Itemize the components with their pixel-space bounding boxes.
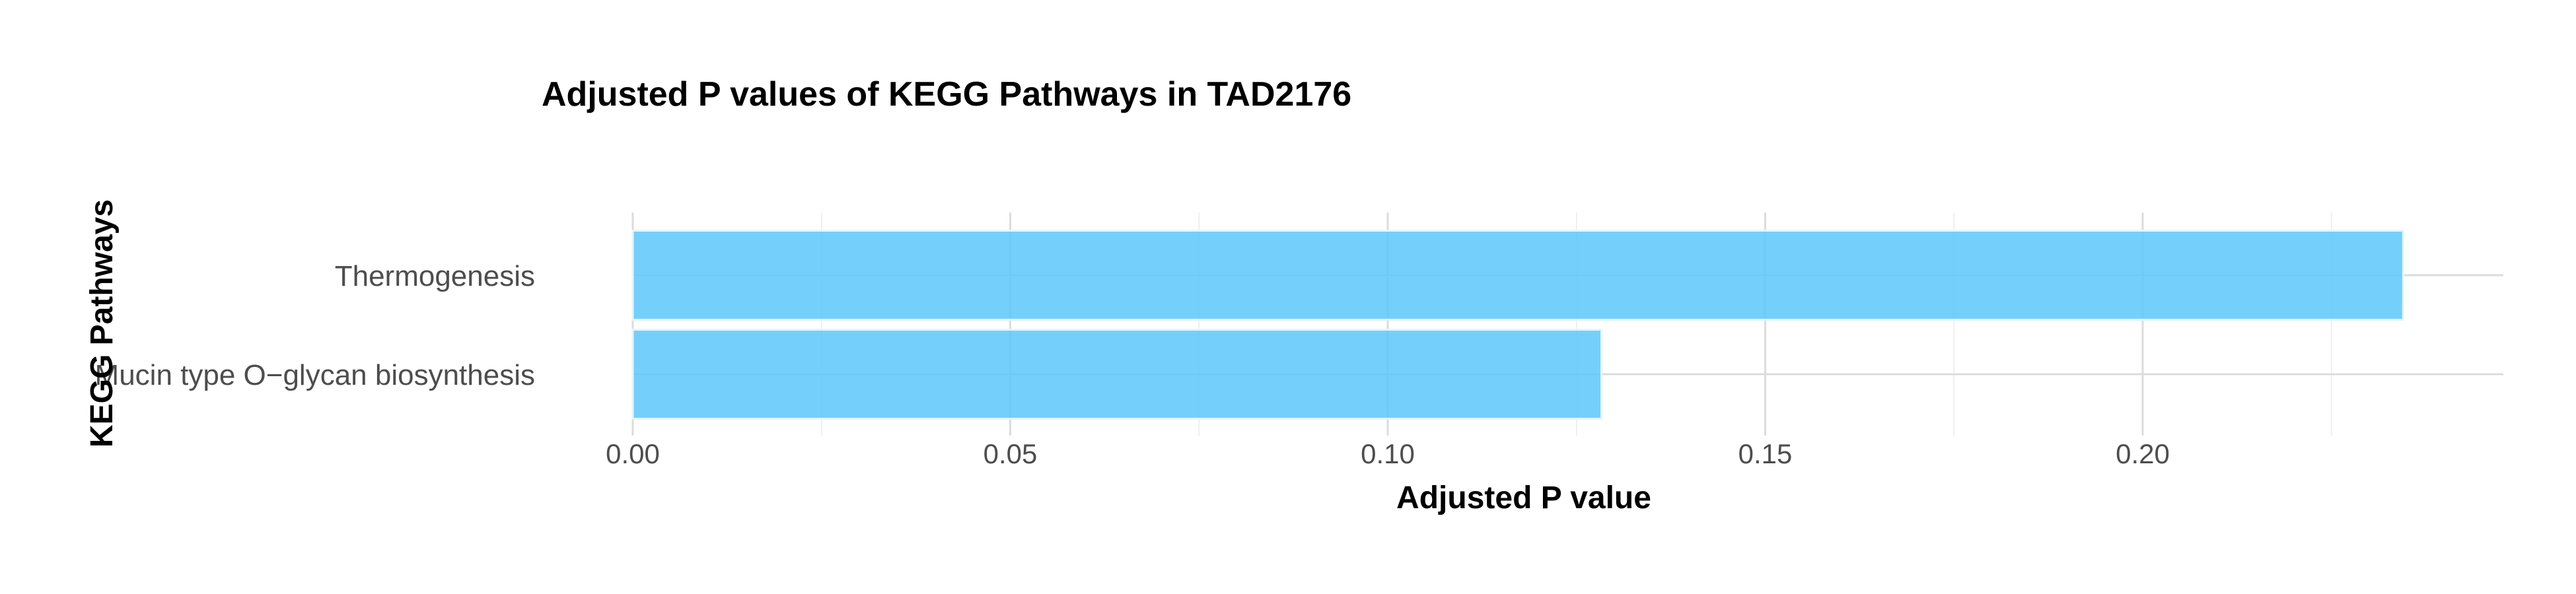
bar — [631, 329, 1602, 420]
y-tick-labels: Mucin type O−glycan biosynthesis Thermoge… — [95, 260, 535, 391]
chart-title: Adjusted P values of KEGG Pathways in TA… — [542, 75, 1351, 114]
x-tick-label: 0.10 — [1361, 438, 1415, 469]
x-tick-label: 0.05 — [984, 438, 1038, 469]
bars — [631, 230, 2404, 420]
x-tick-labels: 0.00 0.05 0.10 0.15 0.20 — [606, 438, 2170, 469]
x-tick-label: 0.00 — [606, 438, 660, 469]
y-axis-title: KEGG Pathways — [85, 199, 120, 447]
x-tick-label: 0.15 — [1738, 438, 1793, 469]
y-tick-label: Thermogenesis — [335, 260, 535, 292]
x-tick-label: 0.20 — [2116, 438, 2170, 469]
bar — [631, 230, 2404, 321]
x-axis-title: Adjusted P value — [1396, 480, 1651, 515]
y-tick-label: Mucin type O−glycan biosynthesis — [95, 359, 535, 391]
